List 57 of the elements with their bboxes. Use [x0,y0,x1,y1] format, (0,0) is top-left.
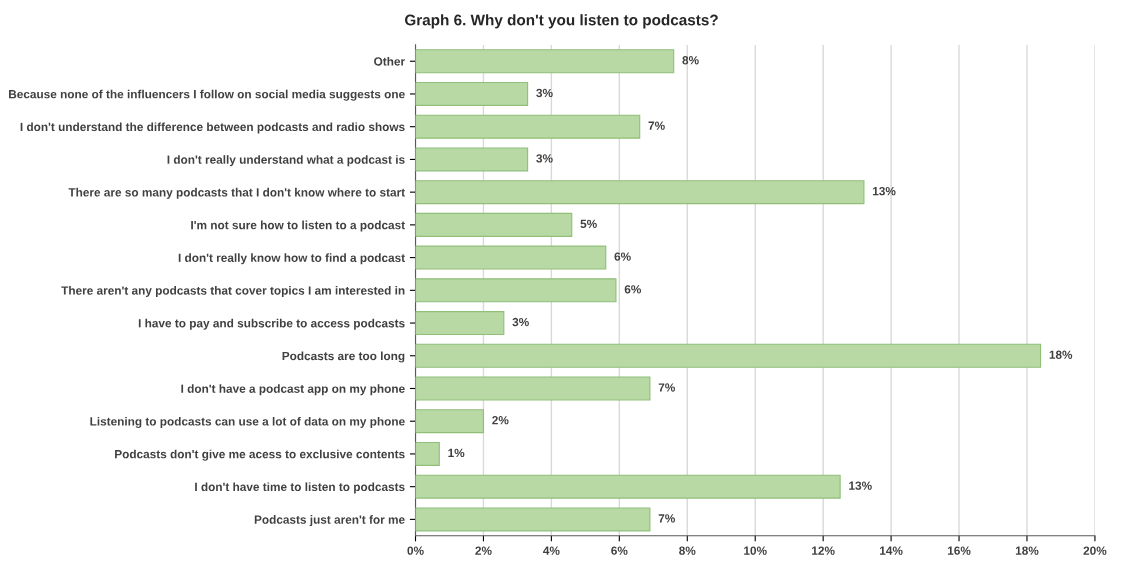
data-label: 6% [624,285,642,294]
x-tick-label: 18% [1015,546,1039,555]
bar [415,409,485,434]
y-tick-label: I don't really know how to find a podcast [178,253,405,265]
bar [415,343,1042,368]
x-tick-label: 14% [880,546,903,555]
data-label: 7% [658,514,675,523]
y-tick-label: Podcasts just aren't for me [254,515,405,527]
data-label: 3% [536,154,553,163]
y-tick-label: I don't have time to listen to podcasts [195,482,405,494]
data-label: 13% [873,186,896,196]
x-tick-label: 0% [407,546,424,555]
bar [415,311,505,336]
bar [415,376,651,401]
y-tick-label: I don't understand the difference between podcasts and radio shows [20,122,405,134]
data-label: 2% [492,416,509,425]
bar [415,212,573,237]
x-tick-label: 16% [947,546,971,555]
y-tick-label: There are so many podcasts that I don't know where to start [68,187,405,199]
y-tick-label: I don't really understand what a podcast is [167,155,405,167]
chart-title: Graph 6. Why don't you listen to podcasts? [404,14,718,29]
x-tick-label: 4% [543,546,560,555]
data-label: 13% [849,481,872,490]
y-tick-label: Listening to podcasts can use a lot of data on my phone [90,416,405,428]
bar [415,81,529,106]
x-tick-label: 2% [475,546,492,555]
bar [415,49,675,74]
bar [415,441,440,466]
y-tick-label: I'm not sure how to listen to a podcast [191,220,405,232]
bar [415,278,617,303]
data-label: 7% [648,121,665,130]
y-tick-label: Other [374,56,405,66]
y-tick-label: Podcasts don't give me acess to exclusive contents [115,449,405,461]
x-tick-label: 20% [1083,546,1107,555]
data-label: 3% [536,88,553,98]
bar [415,180,865,205]
bar [415,245,607,270]
data-label: 8% [682,56,699,65]
x-tick-label: 12% [812,546,835,555]
data-label: 3% [512,317,529,327]
data-label: 7% [658,383,675,392]
x-tick-label: 8% [679,546,696,555]
y-tick-label: Because none of the influencers I follow on social media suggests one [9,89,405,101]
x-tick-label: 10% [744,546,767,555]
y-tick-label: I don't have a podcast app on my phone [181,384,405,396]
bar [415,507,651,532]
y-tick-label: Podcasts are too long [282,351,405,363]
data-label: 5% [580,219,597,229]
bar [415,474,841,499]
data-label: 1% [448,448,465,458]
y-tick-label: I have to pay and subscribe to access podcasts [138,318,405,330]
bar [415,147,529,172]
x-tick-label: 6% [611,546,628,555]
data-label: 6% [614,252,631,261]
data-label: 18% [1049,350,1073,359]
y-tick-label: There aren't any podcasts that cover topics I am interested in [61,286,405,298]
bar [415,114,641,139]
